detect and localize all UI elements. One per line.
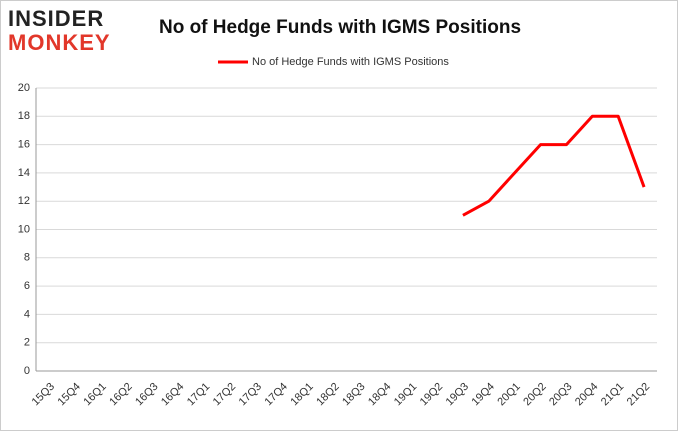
logo-line2: MONKEY [8,30,111,55]
y-tick-label: 18 [18,110,30,122]
y-tick-label: 6 [24,280,30,292]
y-tick-label: 4 [24,308,30,320]
legend-label: No of Hedge Funds with IGMS Positions [252,56,449,68]
y-tick-label: 0 [24,365,30,377]
y-tick-label: 20 [18,82,30,94]
y-tick-label: 8 [24,252,30,264]
line [462,114,646,217]
chart-title: No of Hedge Funds with IGMS Positions [159,17,521,38]
y-tick-label: 14 [18,167,30,179]
logo-line1: INSIDER [8,6,104,31]
y-tick-label: 10 [18,223,30,235]
y-tick-label: 16 [18,139,30,151]
y-tick-label: 2 [24,337,30,349]
y-tick-label: 12 [18,195,30,207]
